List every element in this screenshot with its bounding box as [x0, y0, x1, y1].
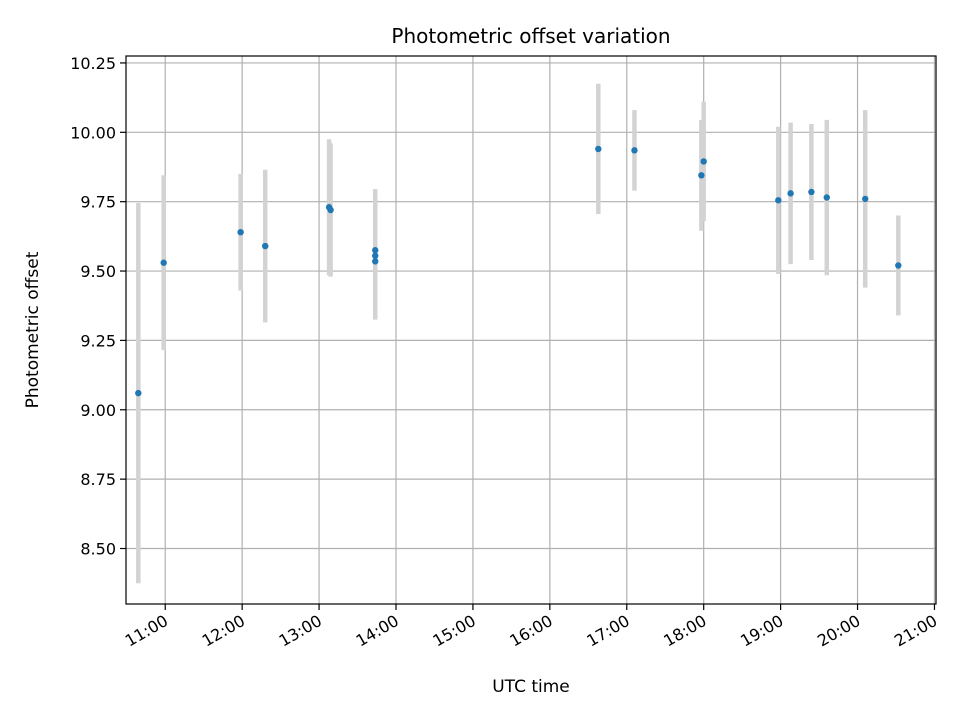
data-point: [327, 206, 334, 214]
y-tick-label: 9.00: [80, 401, 116, 420]
data-point: [595, 145, 602, 153]
chart-title: Photometric offset variation: [391, 24, 670, 48]
data-point: [775, 197, 782, 204]
data-point: [862, 195, 869, 203]
data-point: [895, 262, 902, 269]
y-tick-label: 8.50: [80, 540, 116, 559]
data-point: [135, 389, 142, 397]
data-point: [700, 158, 707, 165]
x-axis-title: UTC time: [492, 677, 570, 697]
y-tick-label: 10.00: [70, 123, 116, 142]
y-tick-label: 9.25: [80, 331, 116, 350]
data-point: [262, 242, 269, 250]
y-tick-label: 9.75: [80, 193, 116, 212]
y-axis-ticks: 8.50 8.75 9.00 9.25 9.50 9.75 10.00 10.25: [70, 54, 126, 559]
data-points: [135, 145, 902, 397]
data-point: [237, 228, 244, 236]
data-point: [823, 194, 830, 201]
data-point: [787, 190, 794, 197]
data-point: [808, 188, 815, 196]
plot-frame: [125, 55, 937, 605]
y-axis-title: Photometric offset: [23, 251, 43, 408]
data-point: [160, 259, 167, 266]
y-tick-label: 8.75: [80, 470, 116, 489]
data-point: [631, 147, 638, 154]
y-tick-label: 9.50: [80, 262, 116, 281]
data-point: [372, 252, 379, 259]
data-point: [372, 258, 379, 265]
data-point: [698, 172, 705, 179]
data-point: [372, 247, 379, 254]
y-tick-label: 10.25: [70, 54, 116, 73]
grid: [126, 56, 936, 604]
